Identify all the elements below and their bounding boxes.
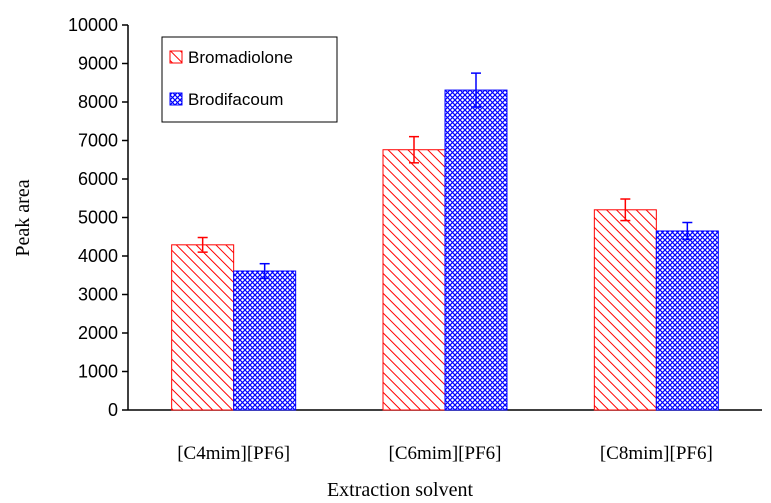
y-tick-label: 6000 [78, 169, 118, 189]
legend-label-brodifacoum: Brodifacoum [188, 90, 283, 109]
bar-bromadiolone-1 [382, 149, 446, 411]
y-tick-label: 7000 [78, 131, 118, 151]
x-axis-title: Extraction solvent [327, 479, 474, 501]
x-category-label: [C6mim][PF6] [389, 443, 502, 464]
x-category-label: [C8mim][PF6] [600, 443, 713, 464]
y-axis-title: Peak area [12, 179, 34, 256]
error-bar-brodifacoum-0 [259, 262, 270, 280]
category-labels: [C4mim][PF6] [C6mim][PF6] [C8mim][PF6] [177, 443, 713, 464]
y-axis-ticks: 0 1000 2000 3000 4000 5000 6000 7000 8000 9000 100… [68, 15, 128, 420]
y-tick-label: 2000 [78, 323, 118, 343]
bar-brodifacoum-0 [233, 270, 297, 411]
y-tick-label: 1000 [78, 362, 118, 382]
y-tick-label: 4000 [78, 246, 118, 266]
y-tick-label: 10000 [68, 15, 118, 35]
y-tick-label: 9000 [78, 54, 118, 74]
y-tick-label: 5000 [78, 208, 118, 228]
bar-bromadiolone-2 [593, 209, 657, 411]
y-tick-label: 3000 [78, 285, 118, 305]
legend: Bromadiolone Brodifacoum [161, 36, 338, 123]
legend-swatch-brodifacoum [169, 92, 183, 106]
bar-brodifacoum-1 [444, 89, 508, 411]
legend-label-bromadiolone: Bromadiolone [188, 48, 293, 67]
error-bar-brodifacoum-2 [682, 221, 693, 241]
y-tick-label: 0 [108, 400, 118, 420]
y-tick-label: 8000 [78, 92, 118, 112]
bar-brodifacoum-2 [655, 230, 719, 411]
error-bars [197, 72, 693, 280]
error-bar-bromadiolone-2 [620, 198, 631, 222]
error-bar-brodifacoum-1 [471, 72, 481, 108]
legend-swatch-bromadiolone [169, 50, 183, 64]
error-bar-bromadiolone-1 [409, 135, 419, 164]
error-bar-bromadiolone-0 [197, 236, 208, 253]
bar-bromadiolone-0 [171, 244, 235, 411]
bars [171, 89, 719, 411]
legend-box [161, 36, 338, 123]
x-category-label: [C4mim][PF6] [177, 443, 290, 464]
